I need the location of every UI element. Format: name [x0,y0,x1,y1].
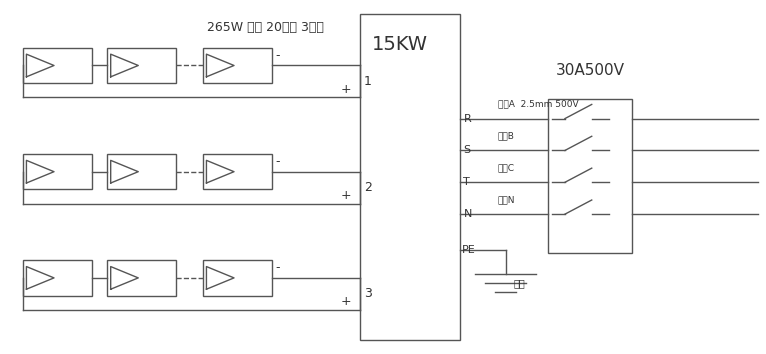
Text: 相线A  2.5mm 500V: 相线A 2.5mm 500V [498,100,578,109]
Text: +: + [341,82,352,96]
Bar [360,14,460,340]
Text: 零线N: 零线N [498,195,516,204]
Bar [23,154,92,189]
Bar [107,260,176,296]
Text: 地线: 地线 [513,278,525,288]
Text: N: N [463,209,472,219]
Bar [203,260,272,296]
Text: +: + [341,189,352,202]
Text: 3: 3 [364,287,372,300]
Text: R: R [463,114,471,124]
Bar [107,48,176,83]
Bar [548,99,632,253]
Text: 30A500V: 30A500V [555,63,624,78]
Text: -: - [276,155,280,168]
Text: S: S [463,145,470,155]
Text: 相线C: 相线C [498,164,515,172]
Bar [203,48,272,83]
Text: 265W 组件 20串联 3并联: 265W 组件 20串联 3并联 [207,21,324,34]
Text: 15KW: 15KW [372,35,427,55]
Text: 相线B: 相线B [498,132,515,141]
Text: -: - [276,261,280,274]
Text: +: + [341,295,352,308]
Bar [203,154,272,189]
Text: 2: 2 [364,181,372,194]
Text: PE: PE [462,245,476,255]
Bar [107,154,176,189]
Text: -: - [276,49,280,62]
Bar [23,48,92,83]
Text: T: T [463,177,470,187]
Text: 1: 1 [364,75,372,88]
Bar [23,260,92,296]
